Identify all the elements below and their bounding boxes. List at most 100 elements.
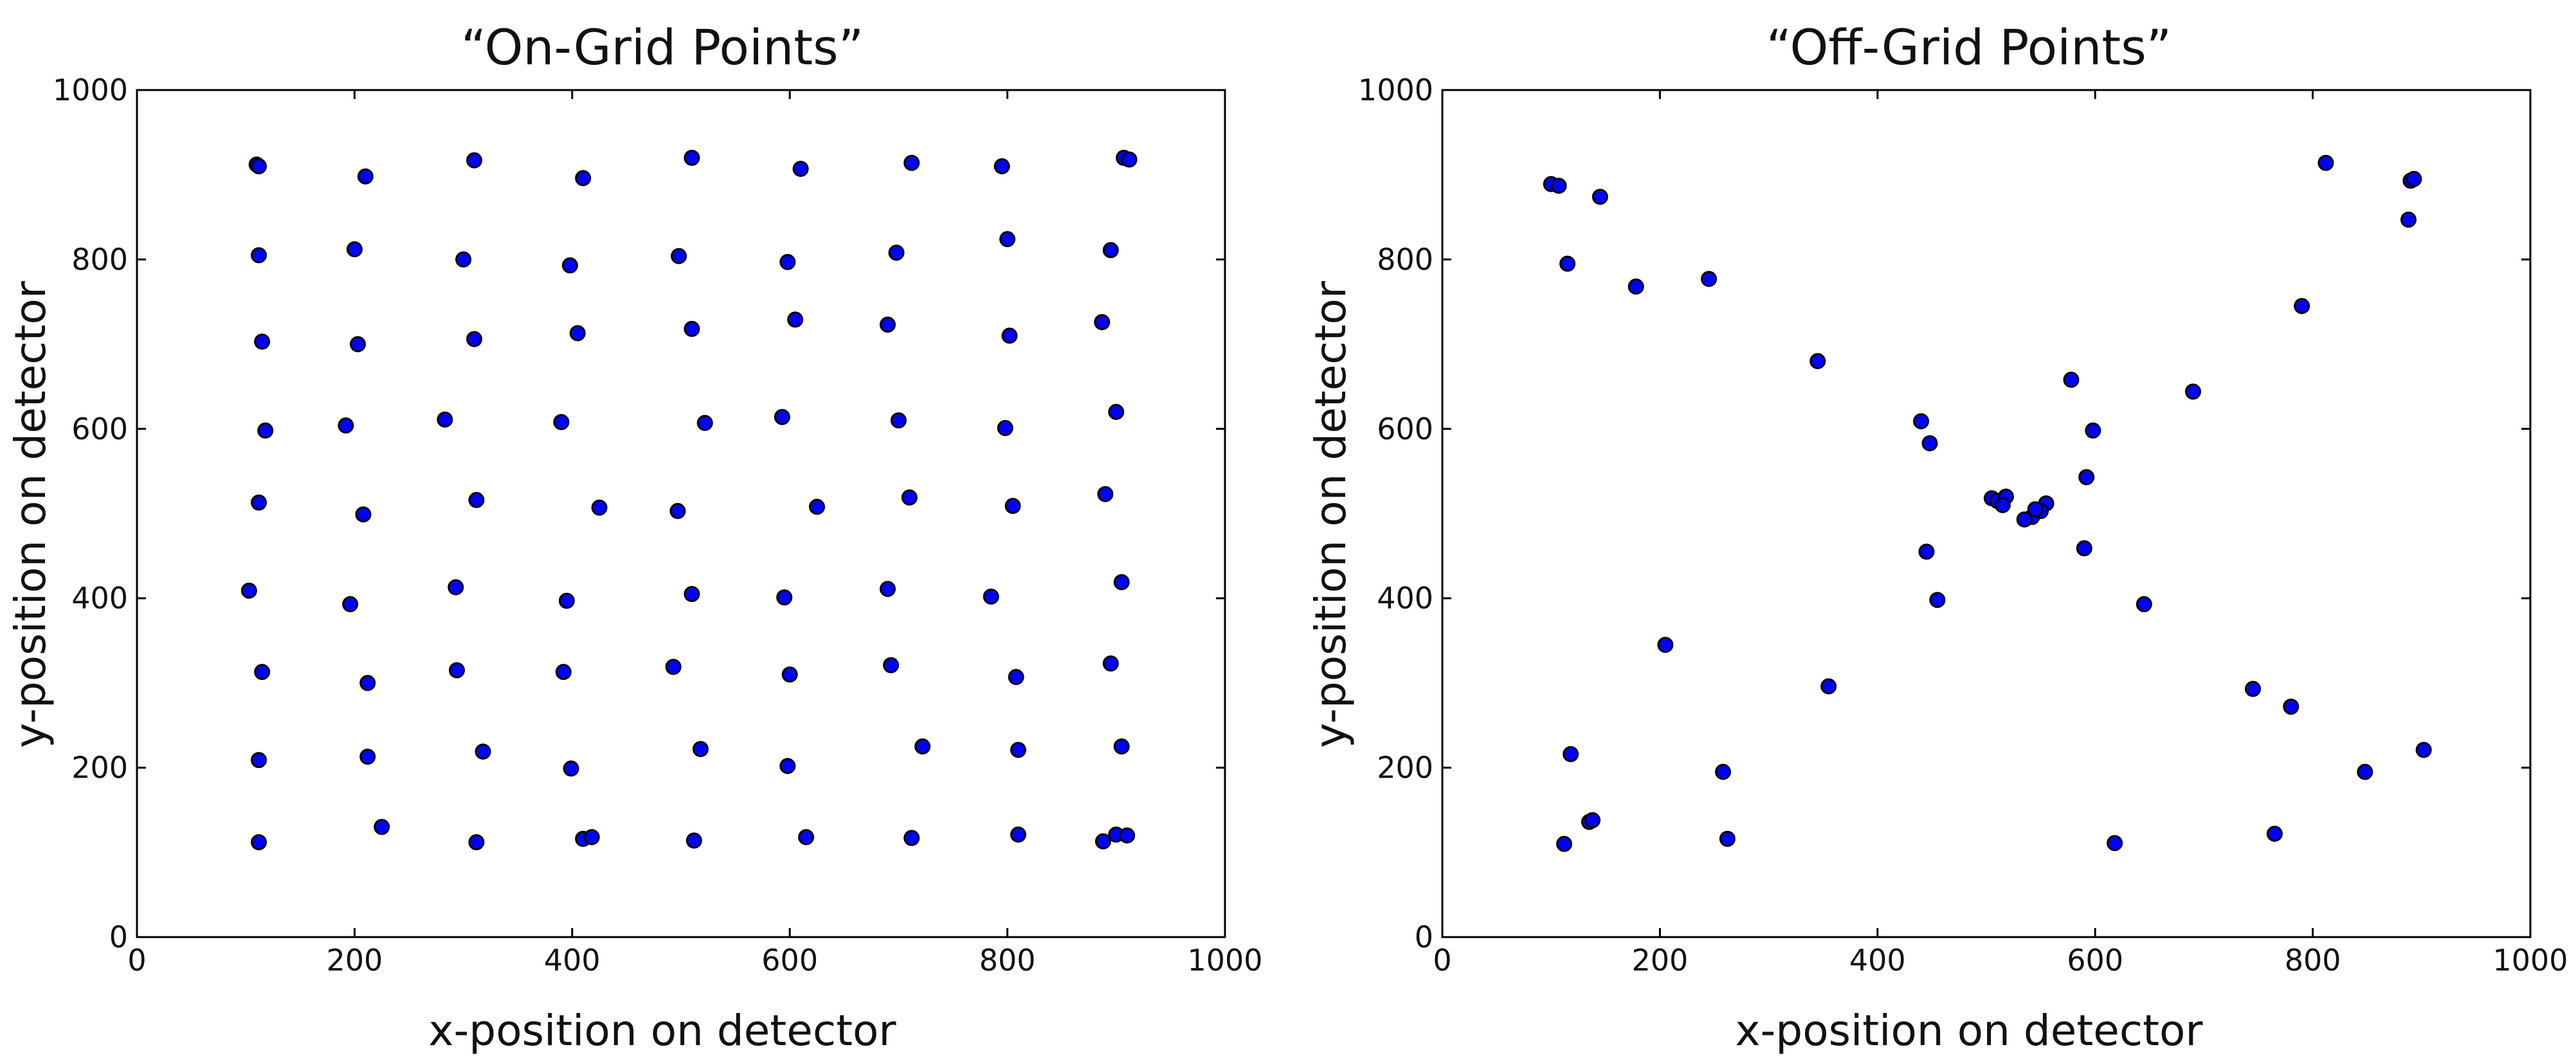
data-point: [685, 832, 702, 849]
data-point: [466, 152, 483, 169]
data-point: [2027, 501, 2044, 518]
data-point: [359, 748, 376, 765]
data-point: [684, 149, 700, 166]
plot-area: [240, 149, 1138, 850]
x-tick-label: 400: [544, 943, 601, 978]
on-grid-chart: “On-Grid Points” x-position on detector …: [6, 19, 1263, 1055]
data-point: [468, 491, 485, 508]
data-point: [359, 675, 376, 691]
y-tick-label: 400: [71, 581, 128, 616]
data-point: [890, 412, 907, 429]
data-point: [2016, 511, 2033, 528]
data-point: [1004, 498, 1021, 515]
data-point: [1556, 835, 1573, 852]
data-point: [1657, 637, 1674, 653]
data-point: [997, 419, 1013, 436]
data-point: [240, 582, 257, 599]
data-point: [1113, 738, 1130, 755]
data-point: [254, 664, 271, 680]
data-point: [569, 325, 586, 342]
data-point: [1102, 655, 1119, 672]
data-point: [1102, 242, 1119, 259]
x-tick-label: 600: [2067, 943, 2123, 978]
x-axis-label: x-position on detector: [1735, 1006, 2203, 1055]
data-point: [2184, 383, 2201, 400]
data-point: [251, 752, 268, 769]
data-point: [2266, 825, 2283, 842]
data-point: [355, 506, 372, 523]
x-axis-label: x-position on detector: [428, 1006, 896, 1055]
y-axis-label: y-position on detector: [6, 280, 55, 748]
data-point: [879, 316, 896, 333]
data-point: [1121, 151, 1138, 168]
y-tick-label: 0: [1415, 920, 1433, 954]
x-tick-label: 200: [326, 943, 383, 978]
data-point: [591, 499, 608, 516]
chart-title: “Off-Grid Points”: [1766, 19, 2172, 76]
data-point: [251, 247, 268, 264]
data-point: [1119, 827, 1136, 844]
plot-area: [1543, 154, 2432, 852]
data-point: [888, 244, 905, 261]
data-point: [2317, 154, 2334, 171]
data-point: [583, 829, 600, 846]
data-point: [983, 588, 999, 605]
data-point: [1701, 271, 1718, 287]
x-tick-label: 400: [1849, 943, 1906, 978]
data-point: [2357, 763, 2373, 780]
data-point: [2406, 170, 2422, 187]
data-point: [903, 154, 920, 171]
y-tick-label: 800: [71, 242, 128, 277]
data-point: [448, 662, 465, 679]
data-point: [357, 168, 374, 185]
data-point: [2076, 540, 2092, 556]
data-point: [883, 657, 900, 673]
data-point: [903, 830, 920, 846]
data-point: [696, 415, 713, 432]
data-point: [455, 251, 472, 268]
data-point: [342, 596, 359, 612]
data-point: [1550, 178, 1567, 194]
data-point: [374, 819, 390, 835]
data-point: [1010, 826, 1027, 843]
y-tick-label: 200: [1377, 751, 1433, 785]
data-point: [692, 741, 709, 758]
data-point: [779, 253, 796, 270]
data-point: [251, 834, 268, 850]
y-tick-label: 800: [1377, 242, 1433, 277]
data-point: [1094, 314, 1111, 331]
data-point: [254, 333, 271, 350]
data-point: [2063, 371, 2080, 388]
x-tick-label: 1000: [2492, 943, 2568, 978]
data-point: [2245, 680, 2262, 697]
data-point: [787, 311, 804, 328]
data-point: [561, 257, 578, 274]
data-point: [1008, 669, 1024, 686]
data-point: [774, 408, 790, 425]
data-point: [349, 336, 366, 352]
data-point: [2400, 212, 2417, 228]
data-point: [437, 411, 453, 428]
y-tick-label: 1000: [53, 73, 128, 107]
x-tick-label: 200: [1631, 943, 1688, 978]
data-point: [2294, 298, 2310, 315]
off-grid-chart: “Off-Grid Points” x-position on detector…: [1306, 19, 2568, 1055]
data-point: [999, 231, 1016, 248]
data-point: [779, 758, 796, 774]
data-point: [1921, 435, 1938, 451]
data-point: [2107, 835, 2123, 852]
y-tick-label: 600: [71, 412, 128, 446]
data-point: [257, 422, 274, 439]
data-point: [1628, 278, 1644, 295]
data-point: [338, 417, 354, 434]
data-point: [879, 581, 896, 597]
y-tick-label: 600: [1377, 412, 1433, 446]
data-point: [914, 738, 931, 755]
data-point: [475, 743, 491, 760]
data-point: [1563, 746, 1579, 763]
data-point: [665, 659, 682, 675]
y-tick-label: 0: [109, 920, 128, 954]
data-point: [993, 158, 1010, 175]
data-point: [2283, 698, 2299, 715]
